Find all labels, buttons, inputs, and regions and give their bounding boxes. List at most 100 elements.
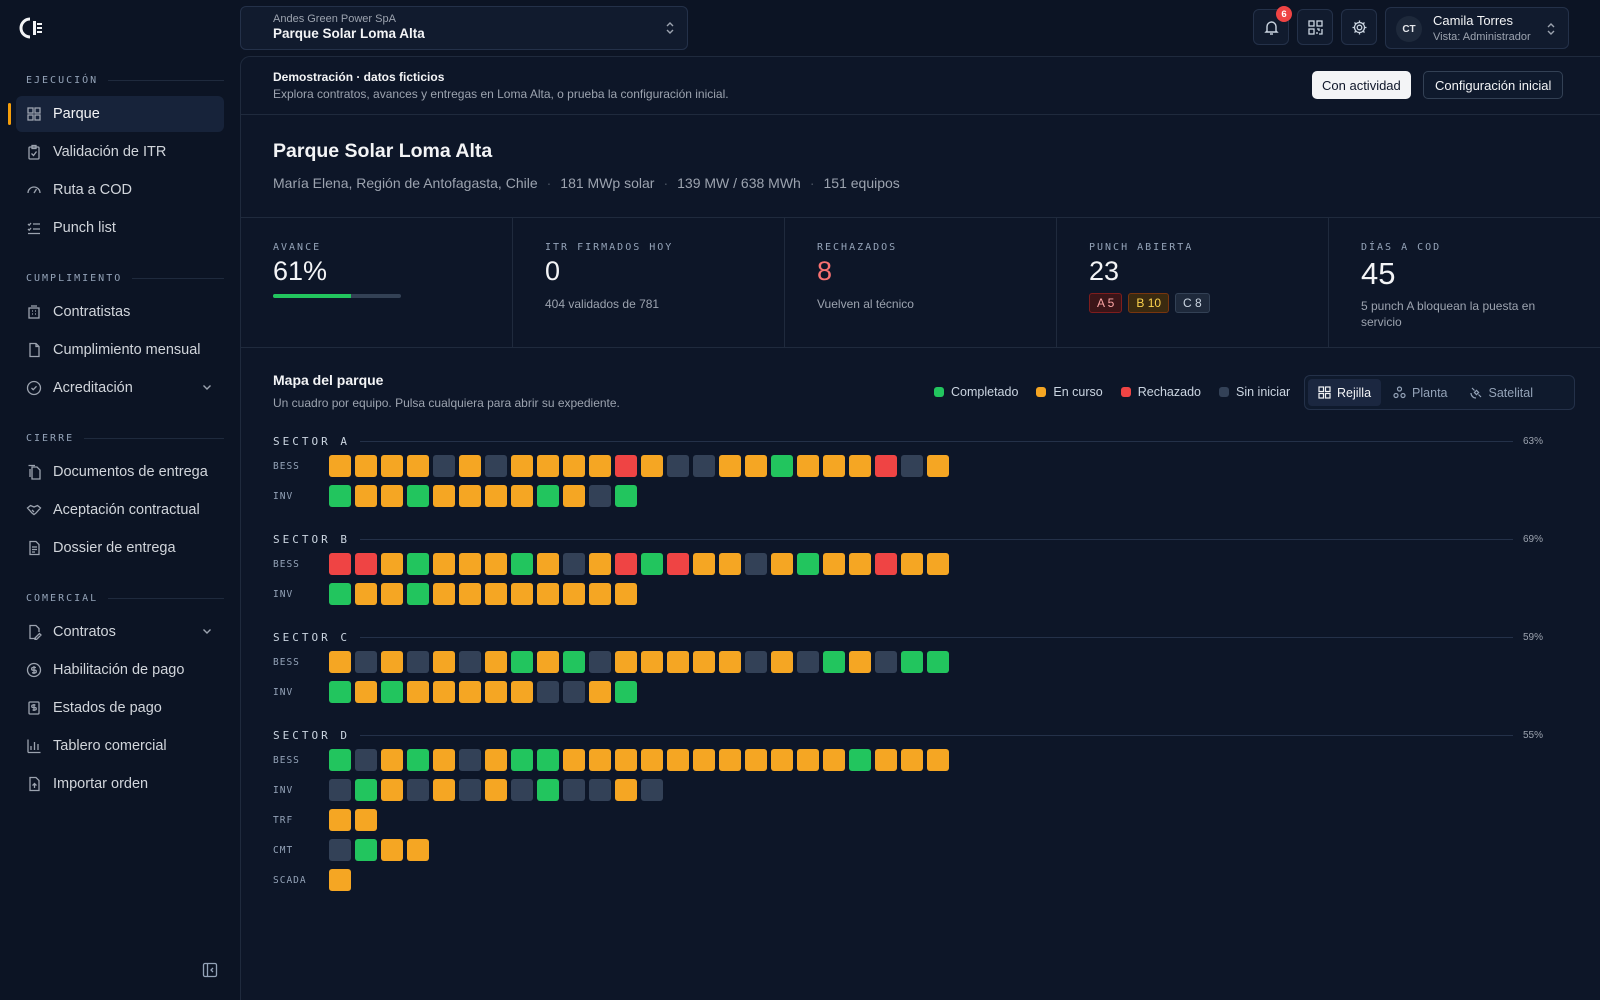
equipment-cell[interactable] xyxy=(745,455,767,477)
equipment-cell[interactable] xyxy=(511,651,533,673)
kpi-itr-signed[interactable]: ITR FIRMADOS HOY 0 404 validados de 781 xyxy=(513,218,785,347)
sidebar-item-ruta-a-cod[interactable]: Ruta a COD xyxy=(16,172,224,208)
equipment-cell[interactable] xyxy=(849,455,871,477)
equipment-cell[interactable] xyxy=(355,455,377,477)
equipment-cell[interactable] xyxy=(381,583,403,605)
equipment-cell[interactable] xyxy=(901,455,923,477)
equipment-cell[interactable] xyxy=(381,749,403,771)
equipment-cell[interactable] xyxy=(589,455,611,477)
sidebar-item-acreditacion[interactable]: Acreditación xyxy=(16,370,224,406)
equipment-cell[interactable] xyxy=(459,455,481,477)
equipment-cell[interactable] xyxy=(511,455,533,477)
sidebar-item-parque[interactable]: Parque xyxy=(8,96,224,132)
equipment-cell[interactable] xyxy=(589,553,611,575)
equipment-cell[interactable] xyxy=(641,455,663,477)
equipment-cell[interactable] xyxy=(459,485,481,507)
sidebar-item-contratistas[interactable]: Contratistas xyxy=(16,294,224,330)
equipment-cell[interactable] xyxy=(407,681,429,703)
equipment-cell[interactable] xyxy=(459,779,481,801)
punch-a-badge[interactable]: A 5 xyxy=(1089,293,1123,313)
equipment-cell[interactable] xyxy=(459,681,481,703)
view-plant-tab[interactable]: Planta xyxy=(1383,379,1457,406)
equipment-cell[interactable] xyxy=(381,681,403,703)
equipment-cell[interactable] xyxy=(485,455,507,477)
equipment-cell[interactable] xyxy=(381,455,403,477)
with-activity-button[interactable]: Con actividad xyxy=(1312,71,1411,99)
equipment-cell[interactable] xyxy=(901,553,923,575)
equipment-cell[interactable] xyxy=(485,779,507,801)
equipment-cell[interactable] xyxy=(823,455,845,477)
punch-c-badge[interactable]: C 8 xyxy=(1175,293,1210,313)
notifications-button[interactable]: 6 xyxy=(1253,6,1292,45)
equipment-cell[interactable] xyxy=(615,583,637,605)
equipment-cell[interactable] xyxy=(407,839,429,861)
equipment-cell[interactable] xyxy=(875,749,897,771)
equipment-cell[interactable] xyxy=(329,869,351,891)
equipment-cell[interactable] xyxy=(615,681,637,703)
equipment-cell[interactable] xyxy=(355,839,377,861)
equipment-cell[interactable] xyxy=(355,681,377,703)
equipment-cell[interactable] xyxy=(485,583,507,605)
equipment-cell[interactable] xyxy=(615,779,637,801)
equipment-cell[interactable] xyxy=(797,455,819,477)
equipment-cell[interactable] xyxy=(823,553,845,575)
equipment-cell[interactable] xyxy=(615,485,637,507)
equipment-cell[interactable] xyxy=(771,749,793,771)
equipment-cell[interactable] xyxy=(667,553,689,575)
equipment-cell[interactable] xyxy=(771,455,793,477)
equipment-cell[interactable] xyxy=(511,749,533,771)
equipment-cell[interactable] xyxy=(641,749,663,771)
equipment-cell[interactable] xyxy=(563,583,585,605)
equipment-cell[interactable] xyxy=(407,583,429,605)
equipment-cell[interactable] xyxy=(589,681,611,703)
equipment-cell[interactable] xyxy=(329,779,351,801)
equipment-cell[interactable] xyxy=(381,779,403,801)
equipment-cell[interactable] xyxy=(823,651,845,673)
equipment-cell[interactable] xyxy=(433,749,455,771)
equipment-cell[interactable] xyxy=(355,651,377,673)
kpi-punch-open[interactable]: PUNCH ABIERTA 23 A 5 B 10 C 8 xyxy=(1057,218,1329,347)
equipment-cell[interactable] xyxy=(875,455,897,477)
equipment-cell[interactable] xyxy=(407,749,429,771)
equipment-cell[interactable] xyxy=(355,779,377,801)
equipment-cell[interactable] xyxy=(329,749,351,771)
equipment-cell[interactable] xyxy=(719,455,741,477)
kpi-rejected[interactable]: RECHAZADOS 8 Vuelven al técnico xyxy=(785,218,1057,347)
equipment-cell[interactable] xyxy=(381,651,403,673)
sidebar-item-habilitacion-de-pago[interactable]: Habilitación de pago xyxy=(16,652,224,688)
equipment-cell[interactable] xyxy=(355,583,377,605)
equipment-cell[interactable] xyxy=(407,485,429,507)
equipment-cell[interactable] xyxy=(407,553,429,575)
equipment-cell[interactable] xyxy=(433,651,455,673)
equipment-cell[interactable] xyxy=(901,749,923,771)
collapse-sidebar-icon[interactable] xyxy=(202,962,218,978)
equipment-cell[interactable] xyxy=(849,749,871,771)
equipment-cell[interactable] xyxy=(511,779,533,801)
equipment-cell[interactable] xyxy=(381,839,403,861)
equipment-cell[interactable] xyxy=(459,651,481,673)
equipment-cell[interactable] xyxy=(355,809,377,831)
equipment-cell[interactable] xyxy=(485,749,507,771)
equipment-cell[interactable] xyxy=(693,455,715,477)
kpi-avance[interactable]: AVANCE 61% xyxy=(241,218,513,347)
equipment-cell[interactable] xyxy=(797,553,819,575)
equipment-cell[interactable] xyxy=(667,749,689,771)
sidebar-item-tablero-comercial[interactable]: Tablero comercial xyxy=(16,728,224,764)
equipment-cell[interactable] xyxy=(355,553,377,575)
equipment-cell[interactable] xyxy=(381,553,403,575)
equipment-cell[interactable] xyxy=(615,749,637,771)
equipment-cell[interactable] xyxy=(745,651,767,673)
equipment-cell[interactable] xyxy=(537,681,559,703)
equipment-cell[interactable] xyxy=(485,553,507,575)
equipment-cell[interactable] xyxy=(927,651,949,673)
equipment-cell[interactable] xyxy=(589,651,611,673)
equipment-cell[interactable] xyxy=(693,553,715,575)
sidebar-item-documentos-de-entrega[interactable]: Documentos de entrega xyxy=(16,454,224,490)
equipment-cell[interactable] xyxy=(563,651,585,673)
equipment-cell[interactable] xyxy=(667,651,689,673)
equipment-cell[interactable] xyxy=(641,779,663,801)
sidebar-item-punch-list[interactable]: Punch list xyxy=(16,210,224,246)
equipment-cell[interactable] xyxy=(459,583,481,605)
equipment-cell[interactable] xyxy=(641,651,663,673)
equipment-cell[interactable] xyxy=(589,485,611,507)
